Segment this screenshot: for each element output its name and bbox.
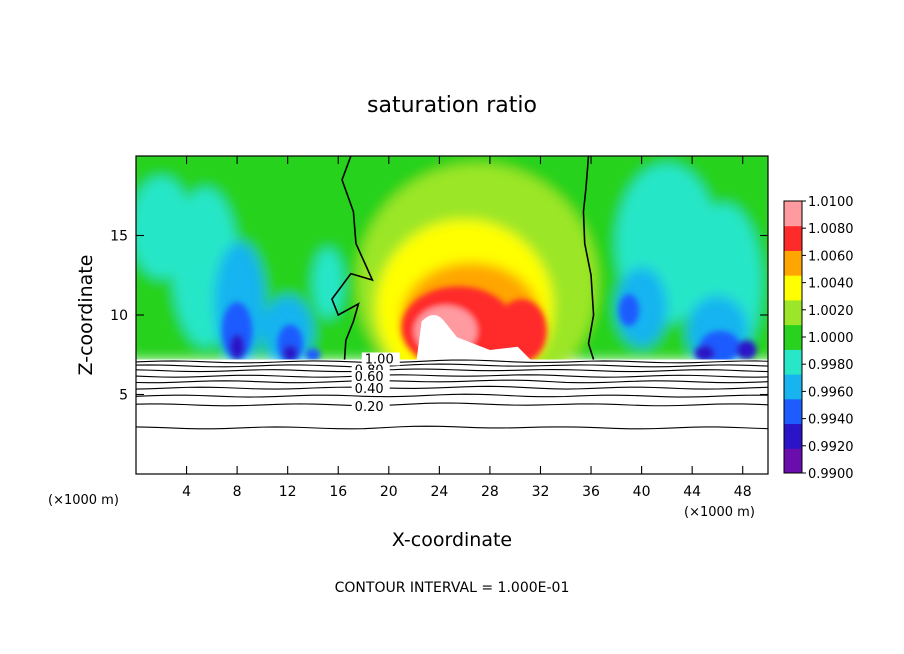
field-blob <box>305 348 321 362</box>
contour-line <box>136 425 768 430</box>
contour-label-bg <box>351 369 390 383</box>
colorbar-band <box>784 423 802 437</box>
field-blob <box>312 248 344 319</box>
y-axis-ticks: 5 10 15 <box>110 229 768 404</box>
field-blob <box>618 294 640 327</box>
x-tick-label: 8 <box>233 484 242 500</box>
colorbar-label: 1.0020 <box>808 304 854 319</box>
contour-line <box>136 402 768 407</box>
colorbar-label: 1.0100 <box>808 195 854 210</box>
field-blob <box>496 299 547 363</box>
x-tick-label: 44 <box>683 484 701 500</box>
contour-label-bg <box>361 352 400 366</box>
contour-line <box>136 393 768 398</box>
contour-label: 0.20 <box>355 400 384 415</box>
saturation-boundary-right <box>582 156 595 360</box>
field-core <box>416 315 531 360</box>
colorbar-band <box>784 312 802 326</box>
contour-label-bg <box>351 381 390 395</box>
contour-interval-note: CONTOUR INTERVAL = 1.000E-01 <box>335 580 570 596</box>
colorbar-band <box>784 275 802 289</box>
colorbar-label: 0.9900 <box>808 467 854 482</box>
colorbar-band <box>784 361 802 375</box>
x-tick-label: 28 <box>481 484 499 500</box>
field-blob <box>221 302 253 360</box>
field-blob <box>736 340 757 360</box>
colorbar-band <box>784 398 802 412</box>
field-blob <box>694 345 715 362</box>
colorbar: 1.0100 1.0080 1.0060 1.0040 1.0020 1.0000 0.99… <box>783 195 854 482</box>
contour-label: 0.40 <box>355 382 384 397</box>
x-tick-label: 48 <box>734 484 752 500</box>
contour-label-bg <box>351 400 390 414</box>
colorbar-band <box>784 448 802 462</box>
colorbar-band <box>784 349 802 363</box>
chart-title: saturation ratio <box>367 93 537 118</box>
contour-line <box>136 363 768 368</box>
x-axis-label: X-coordinate <box>392 529 512 551</box>
contour-line <box>136 379 768 384</box>
x-axis-unit: (×1000 m) <box>684 505 755 520</box>
contour-label: 0.60 <box>355 370 384 385</box>
y-tick-label: 5 <box>119 388 128 404</box>
colorbar-label: 0.9980 <box>808 358 854 373</box>
saturation-boundary-left <box>331 156 374 360</box>
colorbar-band <box>784 250 802 264</box>
contour-line <box>136 359 768 364</box>
x-tick-label: 12 <box>279 484 297 500</box>
x-tick-label: 40 <box>633 484 651 500</box>
colorbar-band <box>784 225 802 239</box>
saturation-field <box>136 156 768 474</box>
colorbar-band <box>784 337 802 350</box>
colorbar-band <box>784 287 802 301</box>
field-blob <box>282 345 298 362</box>
colorbar-band <box>784 435 802 449</box>
x-axis-ticks: 4 8 12 16 20 24 28 32 36 40 44 48 <box>182 156 752 500</box>
colorbar-label: 1.0080 <box>808 222 854 237</box>
contour-line <box>136 385 768 390</box>
colorbar-band <box>784 213 802 227</box>
colorbar-band <box>784 324 802 338</box>
contour-line <box>136 374 768 378</box>
dry-region <box>136 359 768 474</box>
colorbar-band <box>784 262 802 276</box>
colorbar-band <box>784 386 802 400</box>
y-tick-label: 10 <box>110 308 128 324</box>
colorbar-label: 0.9940 <box>808 413 854 428</box>
colorbar-band <box>784 374 802 387</box>
x-tick-label: 20 <box>380 484 398 500</box>
colorbar-label: 1.0000 <box>808 331 854 346</box>
colorbar-label: 0.9960 <box>808 385 854 400</box>
colorbar-band <box>784 201 802 214</box>
field-blob <box>616 267 667 347</box>
contour-lines: 1.000.800.600.400.20 <box>136 156 768 430</box>
y-axis-unit: (×1000 m) <box>48 493 119 508</box>
y-axis-label: Z-coordinate <box>75 255 97 376</box>
x-tick-label: 24 <box>430 484 448 500</box>
colorbar-band <box>784 238 802 251</box>
x-tick-label: 32 <box>532 484 550 500</box>
contour-line <box>136 368 768 373</box>
colorbar-label: 1.0060 <box>808 249 854 264</box>
x-tick-label: 36 <box>582 484 600 500</box>
y-tick-label: 15 <box>110 229 128 245</box>
colorbar-band <box>784 460 802 474</box>
colorbar-band <box>784 299 802 313</box>
plot-area: 1.000.800.600.400.20 <box>136 156 768 474</box>
x-tick-label: 4 <box>182 484 191 500</box>
x-tick-label: 16 <box>329 484 347 500</box>
colorbar-label: 1.0040 <box>808 277 854 292</box>
field-blob <box>229 334 245 360</box>
colorbar-band <box>784 411 802 425</box>
colorbar-label: 0.9920 <box>808 440 854 455</box>
